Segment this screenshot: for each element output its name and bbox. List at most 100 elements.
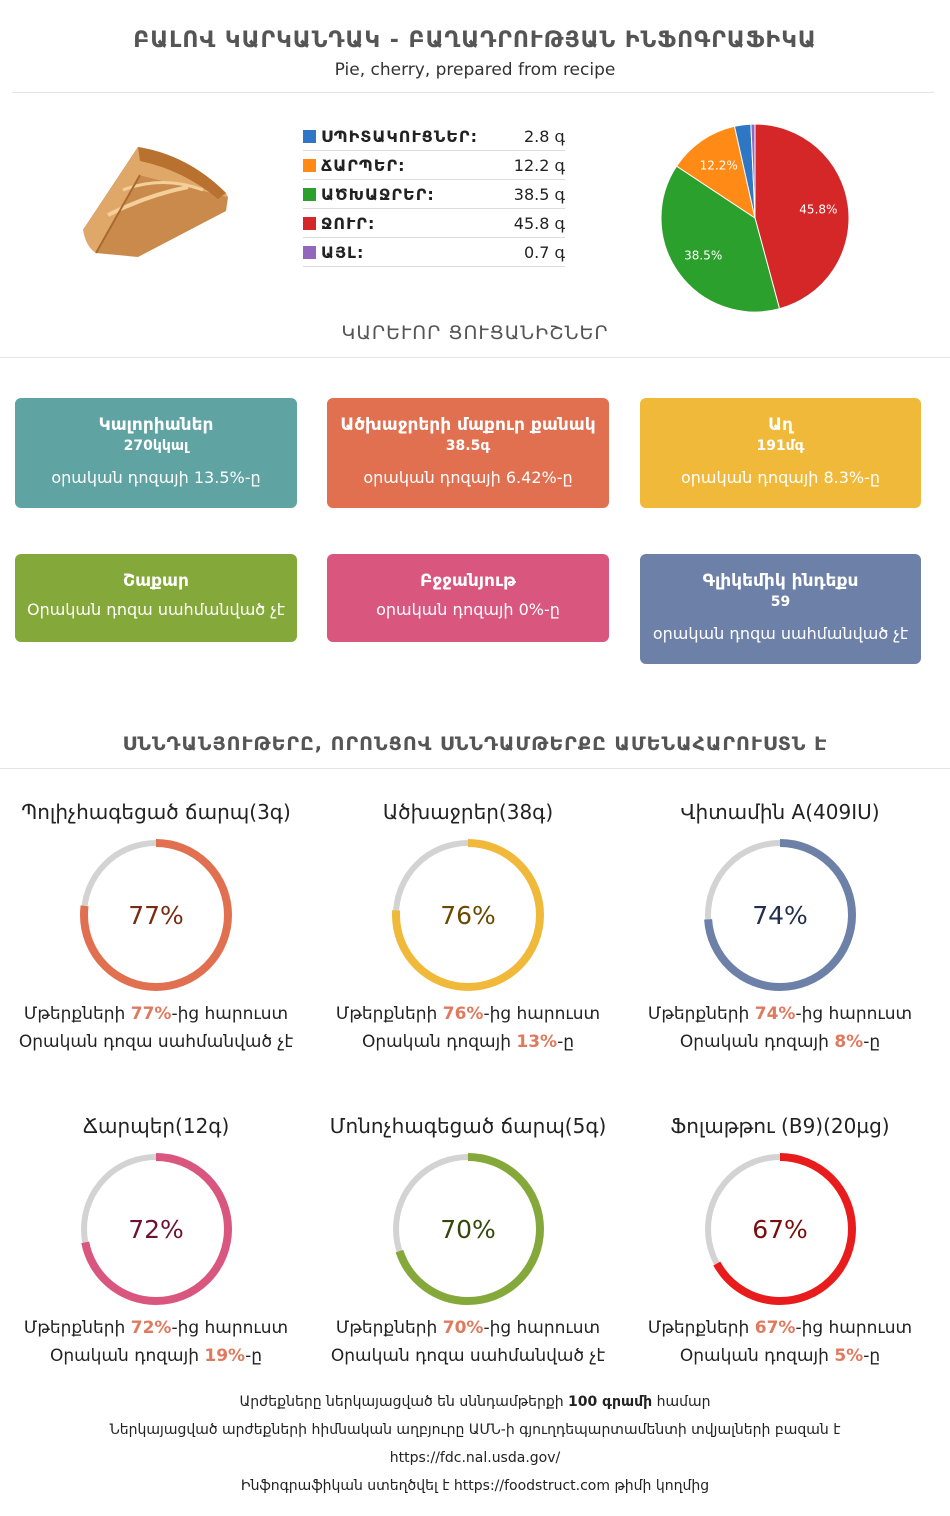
nutrient-ring-gauge: 67% <box>704 1153 856 1305</box>
ring-daily-line: Օրական դոզայի 5%-ը <box>625 1343 935 1369</box>
nutrient-title: Պոլիչհագեցած ճարպ(3գ) <box>21 800 291 824</box>
macro-row: ՋՈՒՐ: 45.8 գ <box>303 209 565 238</box>
ring-rich-line-suffix: -ից հարուստ <box>483 1004 601 1024</box>
nutrient-ring-gauge: 72% <box>80 1153 232 1305</box>
fact-card-subtitle: օրական դոզայի 13.5%-ը <box>51 468 261 487</box>
ring-rich-line-suffix: -ից հարուստ <box>483 1318 601 1338</box>
fact-card-title: Աղ <box>768 415 793 435</box>
footer-credit: Ինֆոգրաֆիկան ստեղծվել է https://foodstru… <box>0 1478 950 1494</box>
macro-label: ՋՈՒՐ: <box>321 213 376 233</box>
fact-card: Շաքար Օրական դոզա սահմանված չէ <box>15 554 297 642</box>
ring-rich-line-highlight: 77% <box>130 1004 172 1024</box>
ring-rich-line: Մթերքների 67%-ից հարուստ <box>625 1315 935 1341</box>
macros-table: ՍՊԻՏԱԿՈՒՑՆԵՐ: 2.8 գ ՃԱՐՊԵՐ: 12.2 գ ԱԾԽԱՋՐԵՐ:… <box>303 122 565 267</box>
ring-rich-line-text: Մթերքների <box>23 1318 131 1338</box>
ring-rich-line-suffix: -ից հարուստ <box>171 1318 289 1338</box>
nutrient-title: Ֆոլաթթու (B9)(20µg) <box>670 1114 890 1138</box>
ring-rich-line: Մթերքների 77%-ից հարուստ <box>1 1001 311 1027</box>
fact-card: Կալորիաներ 270կկալ օրական դոզայի 13.5%-ը <box>15 398 297 508</box>
nutrient-ring-gauge: 70% <box>392 1153 544 1305</box>
ring-rich-line-highlight: 76% <box>442 1004 484 1024</box>
fact-card-title: Շաքար <box>123 571 189 591</box>
footer-source: Ներկայացված արժեքների հիմնական աղբյուրը … <box>109 1422 841 1438</box>
ring-rich-line-text: Մթերքների <box>647 1318 755 1338</box>
macros-pie-chart: 45.8% 38.5% 12.2% <box>655 118 855 318</box>
macro-label: ԱԾԽԱՋՐԵՐ: <box>321 184 435 204</box>
ring-daily-line-suffix: -ը <box>245 1346 263 1366</box>
fact-card-subtitle: օրական դոզայի 0%-ը <box>376 600 560 619</box>
pie-slice <box>754 123 850 310</box>
macro-swatch <box>303 216 316 230</box>
macro-value: 38.5 գ <box>513 184 565 204</box>
ring-rich-line-suffix: -ից հարուստ <box>795 1004 913 1024</box>
nutrients-divider <box>0 768 950 769</box>
macro-value: 0.7 գ <box>523 242 565 262</box>
macro-value: 12.2 գ <box>513 155 565 175</box>
macro-row: ՃԱՐՊԵՐ: 12.2 գ <box>303 151 565 180</box>
ring-rich-line: Մթերքների 72%-ից հարուստ <box>1 1315 311 1341</box>
nutrient-title: Ճարպեր(12գ) <box>82 1114 230 1138</box>
nutrient-ring-gauge: 74% <box>704 839 856 991</box>
macro-swatch <box>303 129 316 143</box>
macro-row: ՍՊԻՏԱԿՈՒՑՆԵՐ: 2.8 գ <box>303 122 565 151</box>
ring-fill <box>392 1153 544 1305</box>
pie-slice <box>675 125 756 220</box>
ring-percent: 76% <box>440 901 496 930</box>
nutrient-title: Վիտամին A(409IU) <box>680 800 880 824</box>
fact-card-value: 191մգ <box>756 438 805 454</box>
ring-daily-line: Օրական դոզայի 19%-ը <box>1 1343 311 1369</box>
fact-card-title: Բջջանյութ <box>420 571 516 591</box>
fact-card-value: 270կկալ <box>123 438 189 454</box>
footer-usda-link[interactable]: https://fdc.nal.usda.gov/ <box>389 1450 561 1466</box>
ring-fill <box>704 839 856 991</box>
macro-value: 2.8 գ <box>523 126 565 146</box>
pie-label: 45.8% <box>799 203 837 217</box>
ring-rich-line-text: Մթերքների <box>23 1004 131 1024</box>
page-subtitle: Pie, cherry, prepared from recipe <box>334 60 616 80</box>
ring-rich-line-highlight: 74% <box>754 1004 796 1024</box>
ring-daily-line-text: Օրական դոզա սահմանված չէ <box>330 1346 606 1366</box>
ring-daily-line: Օրական դոզա սահմանված չէ <box>313 1343 623 1369</box>
footer-credit-post: թիմի կողմից <box>610 1478 710 1494</box>
ring-daily-line-suffix: -ը <box>557 1032 575 1052</box>
footer-credit-link[interactable]: https://foodstruct.com <box>453 1478 610 1494</box>
nutrient-ring-gauge: 77% <box>80 839 232 991</box>
ring-rich-line-text: Մթերքների <box>335 1004 443 1024</box>
macro-swatch <box>303 245 316 259</box>
fact-card-title: Ածխաջրերի մաքուր քանակ <box>340 415 596 435</box>
footer-line1-pre: Արժեքները ներկայացված են սննդամթերքի <box>239 1394 569 1410</box>
pie-label: 12.2% <box>700 158 738 172</box>
macro-swatch <box>303 158 316 172</box>
footer-line1-bold: 100 գրամի <box>568 1394 653 1410</box>
fact-card-subtitle: Օրական դոզա սահմանված չէ <box>26 600 286 619</box>
page-title: ԲԱԼՈՎ ԿԱՐԿԱՆԴԱԿ - ԲԱՂԱԴՐՈՒԹՅԱՆ ԻՆՖՈԳՐԱՖԻ… <box>133 28 817 53</box>
macro-value: 45.8 գ <box>513 213 565 233</box>
fact-card-subtitle: օրական դոզա սահմանված չէ <box>652 624 909 643</box>
ring-rich-line: Մթերքների 70%-ից հարուստ <box>313 1315 623 1341</box>
header-divider <box>12 92 934 93</box>
ring-percent: 70% <box>440 1215 496 1244</box>
macro-row: ԱՅԼ: 0.7 գ <box>303 238 565 267</box>
ring-percent: 74% <box>752 901 808 930</box>
ring-rich-line-highlight: 67% <box>754 1318 796 1338</box>
fact-card-title: Կալորիաներ <box>98 415 214 435</box>
footer-credit-pre: Ինֆոգրաֆիկան ստեղծվել է <box>240 1478 454 1494</box>
macro-row: ԱԾԽԱՋՐԵՐ: 38.5 գ <box>303 180 565 209</box>
ring-rich-line-suffix: -ից հարուստ <box>795 1318 913 1338</box>
key-facts-title: ԿԱՐԵՒՈՐ ՑՈՒՑԱՆԻՇՆԵՐ <box>341 322 609 344</box>
ring-fill <box>392 839 544 991</box>
fact-card-value: 59 <box>770 594 791 610</box>
macro-swatch <box>303 187 316 201</box>
footer-line1-post: համար <box>652 1394 711 1410</box>
ring-rich-line-text: Մթերքների <box>647 1004 755 1024</box>
nutrient-ring: Ճարպեր(12գ) 72% Մթերքների 72%-ից հարուստ Օր… <box>1 1111 311 1369</box>
ring-daily-line-highlight: 8% <box>834 1032 864 1052</box>
ring-daily-line-suffix: -ը <box>863 1032 881 1052</box>
ring-daily-line-suffix: -ը <box>863 1346 881 1366</box>
fact-card-subtitle: օրական դոզայի 8.3%-ը <box>680 468 881 487</box>
macro-label: ԱՅԼ: <box>321 242 365 262</box>
key-facts-divider <box>0 357 950 358</box>
nutrient-title: Ածխաջրեր(38գ) <box>382 800 554 824</box>
nutrients-title: ՍՆՆԴԱՆՅՈՒԹԵՐԸ, ՈՐՈՆՑՈՎ ՍՆՆԴԱՄԹԵՐՔԸ ԱՄԵՆԱ… <box>122 733 828 755</box>
fact-card-value: 38.5գ <box>445 438 491 454</box>
